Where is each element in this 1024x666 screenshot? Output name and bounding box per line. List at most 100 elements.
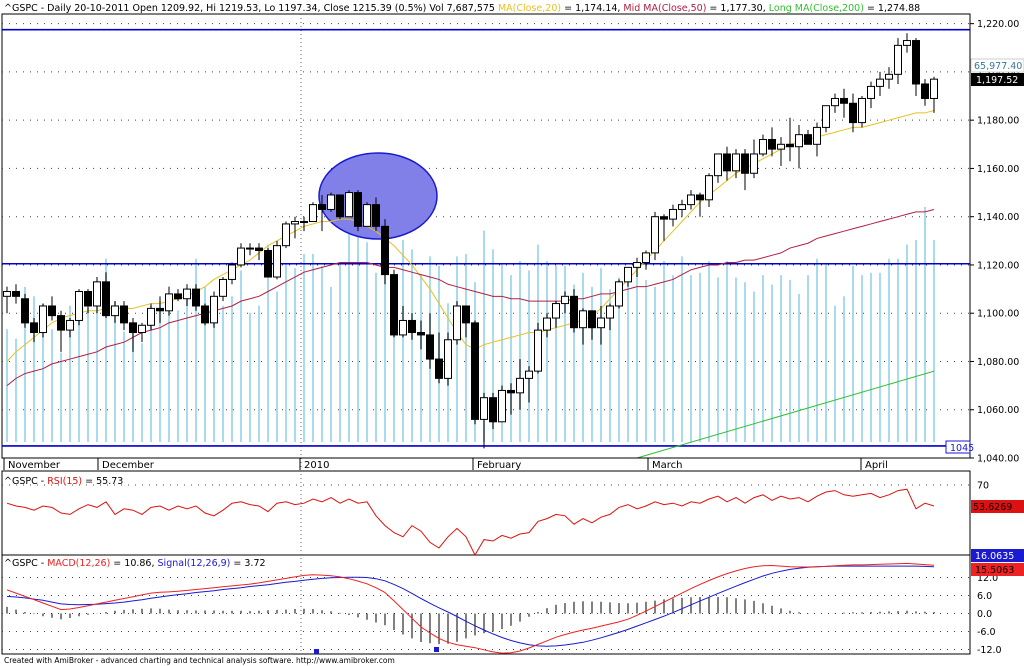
volume-bar: [276, 291, 278, 442]
volume-bar: [195, 258, 197, 442]
volume-bar: [87, 308, 89, 442]
macd-value-label: 16.0635: [975, 551, 1014, 562]
price-tick-label: 1,160.00: [977, 164, 1019, 175]
candle-body: [372, 204, 380, 227]
rsi-line: [6, 488, 935, 557]
level-box: [945, 440, 971, 454]
volume-bar: [816, 258, 818, 442]
candle-body: [930, 78, 938, 99]
volume-bar: [366, 242, 368, 442]
date-axis: November December 2010 February March April: [2, 457, 970, 471]
volume-bar: [375, 272, 377, 442]
volume-bar: [528, 270, 530, 442]
volume-bar: [411, 249, 413, 442]
candle-body: [183, 288, 191, 300]
volume-bar: [717, 277, 719, 442]
candle-body: [48, 305, 56, 317]
volume-bar: [807, 275, 809, 442]
candle-body: [795, 134, 803, 148]
candle-body: [642, 252, 650, 264]
volume-bar: [96, 296, 98, 442]
candle-body: [588, 310, 596, 329]
candle-body: [327, 194, 335, 210]
signal-value-label: 15.5063: [975, 565, 1014, 576]
volume-bar: [753, 291, 755, 442]
date-tick-label: April: [865, 460, 888, 471]
candle-body: [480, 397, 488, 420]
date-tick-label: December: [102, 460, 155, 471]
volume-bar: [132, 331, 134, 442]
volume-bar: [564, 265, 566, 442]
candle-body: [822, 105, 830, 128]
volume-bar: [105, 258, 107, 442]
candle-body: [615, 281, 623, 307]
volume-bar: [60, 352, 62, 442]
date-tick-label: 2010: [304, 460, 329, 471]
candle-body: [462, 305, 470, 324]
candle-body: [93, 281, 101, 307]
volume-bar: [546, 261, 548, 442]
candle-body: [741, 153, 749, 174]
last-price-label: 1,197.52: [976, 75, 1018, 86]
candle-body: [705, 175, 713, 201]
candle-body: [660, 216, 668, 220]
rsi-panel: [1, 470, 971, 556]
candle-body: [651, 216, 659, 254]
volume-bar: [861, 275, 863, 442]
candle-body: [570, 295, 578, 329]
volume-bar: [735, 277, 737, 442]
volume-bar: [510, 275, 512, 442]
ma20-line: [6, 110, 935, 362]
candle-body: [102, 281, 110, 317]
volume-bar: [501, 263, 503, 442]
macd-panel: [1, 554, 971, 655]
volume-bar: [249, 312, 251, 442]
volume-bar: [456, 256, 458, 442]
candle-body: [498, 389, 506, 423]
candle-body: [750, 153, 758, 174]
candle-body: [174, 293, 182, 300]
candle-body: [435, 358, 443, 379]
price-axis: 1,220.00 1,200.00 1,180.00 1,160.00 1,140.00…: [945, 19, 1024, 465]
volume-bar: [348, 230, 350, 442]
volume-bar: [924, 207, 926, 442]
volume-bar: [42, 303, 44, 442]
macd-tick-label: 6.0: [977, 591, 992, 602]
candle-body: [147, 307, 155, 326]
volume-bar: [321, 265, 323, 442]
macd-tick-label: -6.0: [977, 627, 996, 638]
last-price-box: [971, 73, 1024, 86]
candle-body: [534, 329, 542, 372]
candle-body: [840, 97, 848, 104]
candle-body: [831, 97, 839, 107]
candle-body: [390, 274, 398, 336]
volume-bar: [78, 301, 80, 442]
price-tick-label: 1,120.00: [977, 260, 1019, 271]
volume-bar: [492, 249, 494, 442]
volume-value-label: 65,977.40: [974, 61, 1022, 72]
volume-bar: [303, 254, 305, 442]
candle-body: [732, 153, 740, 172]
candle-body: [885, 73, 893, 80]
volume-bar: [690, 275, 692, 442]
candle-body: [273, 245, 281, 278]
volume-bar: [330, 286, 332, 442]
macd-tick-label: 12.0: [977, 573, 998, 584]
volume-bar: [834, 305, 836, 442]
volume-bar: [384, 251, 386, 442]
candle-body: [786, 143, 794, 148]
candle-body: [489, 397, 497, 423]
candle-body: [219, 278, 227, 297]
volume-bar: [312, 254, 314, 442]
candle-body: [39, 305, 47, 334]
candle-body: [282, 223, 290, 247]
candle-body: [3, 291, 11, 297]
volume-bar: [672, 275, 674, 442]
volume-bar: [915, 239, 917, 442]
candle-body: [696, 194, 704, 201]
candle-body: [444, 339, 452, 379]
candle-body: [408, 319, 416, 334]
rsi-value-box: [971, 500, 1024, 513]
candles: [3, 33, 938, 449]
volume-bar: [150, 305, 152, 442]
